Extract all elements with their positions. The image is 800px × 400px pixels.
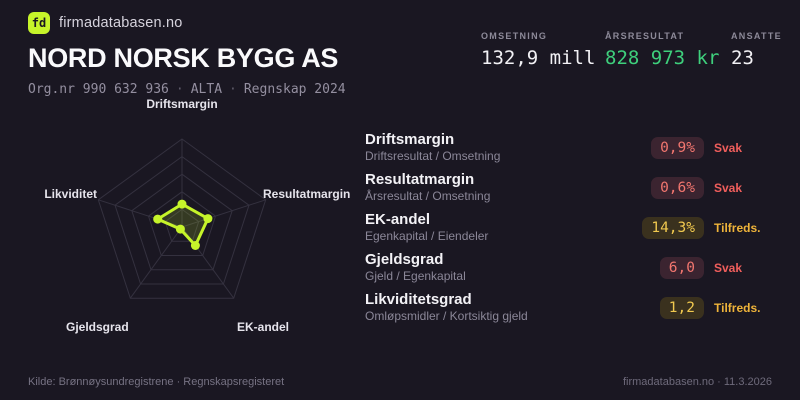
metric-value-badge: 6,0 — [659, 256, 704, 279]
metric-value-badge: 14,3% — [642, 216, 704, 239]
metric-row-ek-andel: EK-andel Egenkapital / Eiendeler 14,3% T… — [365, 211, 772, 244]
org-info-line: Org.nr 990 632 936 · ALTA · Regnskap 2024 — [28, 82, 346, 97]
radar-chart: Driftsmargin Resultatmargin EK-andel Gje… — [10, 95, 355, 345]
metric-formula: Driftsresultat / Omsetning — [365, 149, 501, 163]
radar-axis-label-gjeldsgrad: Gjeldsgrad — [66, 320, 129, 334]
metric-title: Likviditetsgrad — [365, 291, 472, 308]
metric-value-badge: 1,2 — [659, 296, 704, 319]
metric-rating: Svak — [714, 180, 743, 195]
brand-link[interactable]: fd firmadatabasen.no — [28, 12, 346, 34]
metric-row-likviditetsgrad: Likviditetsgrad Omløpsmidler / Kortsikti… — [365, 291, 772, 324]
stat-value: 23 — [731, 47, 754, 69]
metric-rating: Tilfreds. — [714, 300, 761, 315]
stat-value: 132,9 mill — [481, 47, 596, 69]
site-name: firmadatabasen.no — [59, 15, 183, 31]
metric-rating: Svak — [714, 140, 743, 155]
page-title: NORD NORSK BYGG AS — [28, 43, 339, 73]
metric-formula: Årsresultat / Omsetning — [365, 189, 491, 203]
separator-dot: · — [175, 82, 184, 97]
metric-title: Resultatmargin — [365, 171, 475, 188]
metric-title: Driftsmargin — [365, 131, 455, 148]
stat-label: ANSATTE — [731, 31, 782, 41]
metric-title: Gjeldsgrad — [365, 251, 444, 268]
stat-aarsresultat: ÅRSRESULTAT 828 973 kr — [605, 31, 719, 69]
metric-formula: Egenkapital / Eiendeler — [365, 229, 489, 243]
metric-row-driftsmargin: Driftsmargin Driftsresultat / Omsetning … — [365, 131, 772, 164]
org-report-year: Regnskap 2024 — [243, 82, 346, 97]
radar-axis-label-driftsmargin: Driftsmargin — [146, 97, 218, 111]
metric-row-gjeldsgrad: Gjeldsgrad Gjeld / Egenkapital 6,0 Svak — [365, 251, 772, 284]
metric-formula: Omløpsmidler / Kortsiktig gjeld — [365, 309, 528, 323]
radar-axis-label-resultatmargin: Resultatmargin — [263, 187, 351, 201]
fd-logo-icon: fd — [28, 12, 50, 34]
header: fd firmadatabasen.no NORD NORSK BYGG AS … — [28, 12, 346, 97]
source-note: Kilde: Brønnøysundregistrene · Regnskaps… — [28, 376, 285, 388]
stat-value: 828 973 kr — [605, 47, 720, 69]
stat-omsetning: OMSETNING 132,9 mill — [481, 31, 595, 69]
stat-label: OMSETNING — [481, 31, 548, 41]
key-figures-list: Driftsmargin Driftsresultat / Omsetning … — [365, 131, 772, 331]
metric-title: EK-andel — [365, 211, 431, 228]
radar-axis-label-ek-andel: EK-andel — [237, 320, 290, 334]
separator-dot: · — [229, 82, 237, 97]
metric-rating: Tilfreds. — [714, 220, 761, 235]
stat-ansatte: ANSATTE 23 — [731, 31, 782, 69]
metric-rating: Svak — [714, 260, 743, 275]
radar-axis-label-likviditet: Likviditet — [44, 187, 97, 201]
org-number: Org.nr 990 632 936 — [28, 82, 169, 97]
metric-value-badge: 0,6% — [651, 176, 704, 199]
radar-chart-svg — [97, 138, 267, 299]
metric-row-resultatmargin: Resultatmargin Årsresultat / Omsetning 0… — [365, 171, 772, 204]
footer-site-link[interactable]: firmadatabasen.no · 11.3.2026 — [622, 376, 772, 388]
metric-value-badge: 0,9% — [651, 136, 704, 159]
metric-formula: Gjeld / Egenkapital — [365, 269, 466, 283]
stat-label: ÅRSRESULTAT — [605, 31, 685, 41]
org-place: ALTA — [190, 82, 223, 97]
